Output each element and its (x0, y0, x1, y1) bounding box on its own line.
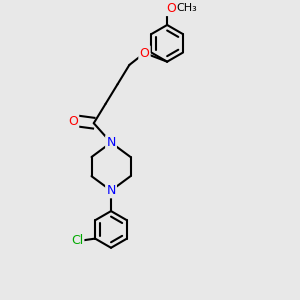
Text: Cl: Cl (71, 234, 83, 247)
Text: CH₃: CH₃ (177, 3, 197, 14)
Text: O: O (140, 46, 149, 59)
Text: O: O (68, 115, 78, 128)
Text: N: N (106, 184, 116, 197)
Text: O: O (166, 2, 176, 15)
Text: N: N (106, 136, 116, 149)
